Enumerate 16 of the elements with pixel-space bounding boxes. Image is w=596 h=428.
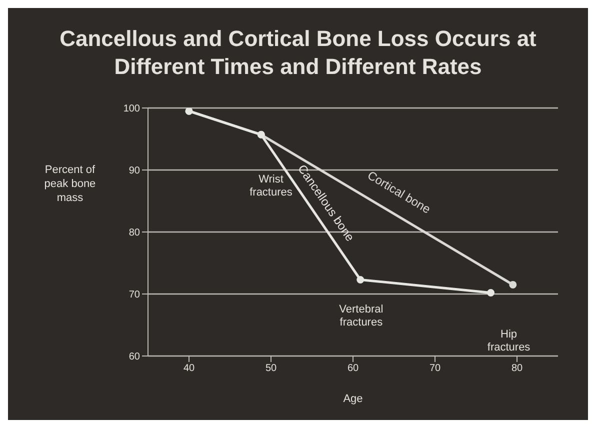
x-tick-label: 70 xyxy=(429,363,441,374)
y-tick-label: 90 xyxy=(128,166,140,177)
x-tick-label: 40 xyxy=(183,363,195,374)
y-tick-label: 80 xyxy=(128,228,140,239)
x-tick-label: 80 xyxy=(511,363,523,374)
annotation: Wrist fractures xyxy=(250,173,293,198)
y-tick-label: 60 xyxy=(128,352,140,363)
y-tick-label: 70 xyxy=(128,290,140,301)
x-tick-label: 50 xyxy=(265,363,277,374)
x-axis-title: Age xyxy=(343,393,363,405)
x-tick-label: 60 xyxy=(347,363,359,374)
chart-title: Cancellous and Cortical Bone Loss Occurs at Different Times and Different Rates xyxy=(58,25,538,81)
y-axis-title: Percent of peak bone mass xyxy=(43,162,97,205)
annotation: Vertebral fractures xyxy=(339,304,384,329)
y-tick-label: 100 xyxy=(123,104,140,115)
annotation: Hip fractures xyxy=(487,328,531,354)
